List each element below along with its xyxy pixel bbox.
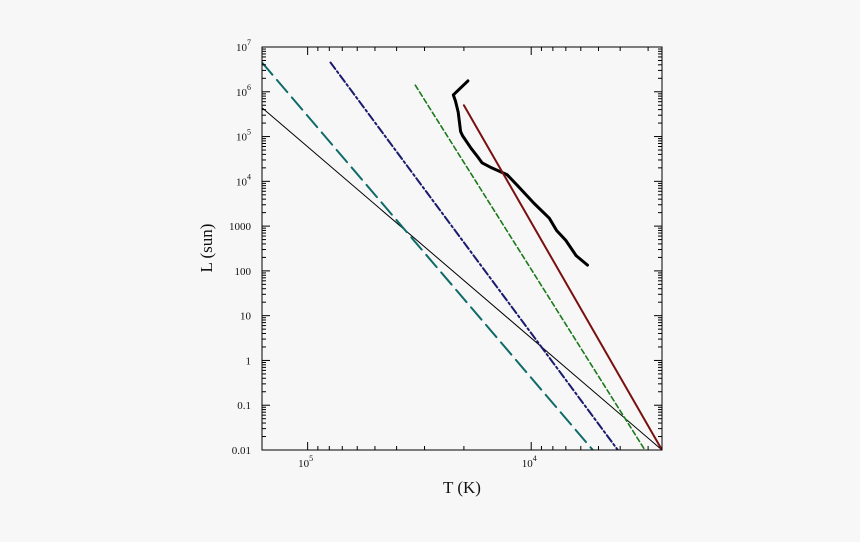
x-tick-label-base: 10 bbox=[298, 458, 310, 470]
y-tick-label: 0.1 bbox=[237, 400, 251, 412]
ticks-group bbox=[262, 47, 662, 451]
y-tick-label-base: 10 bbox=[236, 87, 248, 99]
y-tick-label: 106 bbox=[236, 83, 251, 99]
series-teal-longdash bbox=[262, 61, 594, 450]
y-tick-label: 10 bbox=[240, 311, 252, 323]
y-axis-title: L (sun) bbox=[197, 224, 216, 273]
y-tick-label-base: 10 bbox=[236, 176, 248, 188]
x-tick-label-base: 10 bbox=[522, 458, 534, 470]
y-tick-label-base: 0.01 bbox=[232, 445, 251, 457]
series-green-dashed bbox=[414, 84, 646, 450]
x-axis-title: T (K) bbox=[443, 478, 481, 497]
series-dark-red bbox=[462, 104, 662, 450]
x-tick-label: 104 bbox=[522, 454, 537, 470]
y-tick-label-exponent: 7 bbox=[247, 38, 251, 47]
plot-frame-group bbox=[261, 46, 663, 451]
y-tick-label: 1000 bbox=[229, 221, 252, 233]
plot-frame bbox=[261, 46, 663, 451]
y-tick-label: 104 bbox=[236, 172, 251, 188]
y-tick-label-base: 10 bbox=[236, 132, 248, 144]
y-tick-label: 1 bbox=[246, 355, 252, 367]
series-navy-dashdot bbox=[329, 61, 619, 450]
y-tick-label-base: 1000 bbox=[229, 221, 252, 233]
y-tick-label: 100 bbox=[235, 266, 252, 278]
x-tick-label: 105 bbox=[298, 454, 313, 470]
y-tick-label-base: 100 bbox=[235, 266, 252, 278]
x-tick-label-exponent: 5 bbox=[309, 454, 313, 463]
y-tick-label-base: 10 bbox=[240, 311, 252, 323]
y-tick-label-base: 10 bbox=[236, 42, 248, 54]
series-solid-thin bbox=[262, 107, 662, 450]
y-tick-label-exponent: 4 bbox=[247, 172, 251, 181]
y-tick-label-exponent: 5 bbox=[247, 128, 251, 137]
y-tick-label: 0.01 bbox=[232, 445, 251, 457]
series-group bbox=[262, 61, 662, 450]
series-track bbox=[451, 79, 589, 267]
x-tick-label-exponent: 4 bbox=[533, 454, 537, 463]
y-tick-label: 107 bbox=[236, 38, 251, 54]
y-tick-label-base: 1 bbox=[246, 355, 252, 367]
y-tick-label-exponent: 6 bbox=[247, 83, 251, 92]
y-tick-label: 105 bbox=[236, 128, 251, 144]
y-tick-label-base: 0.1 bbox=[237, 400, 251, 412]
